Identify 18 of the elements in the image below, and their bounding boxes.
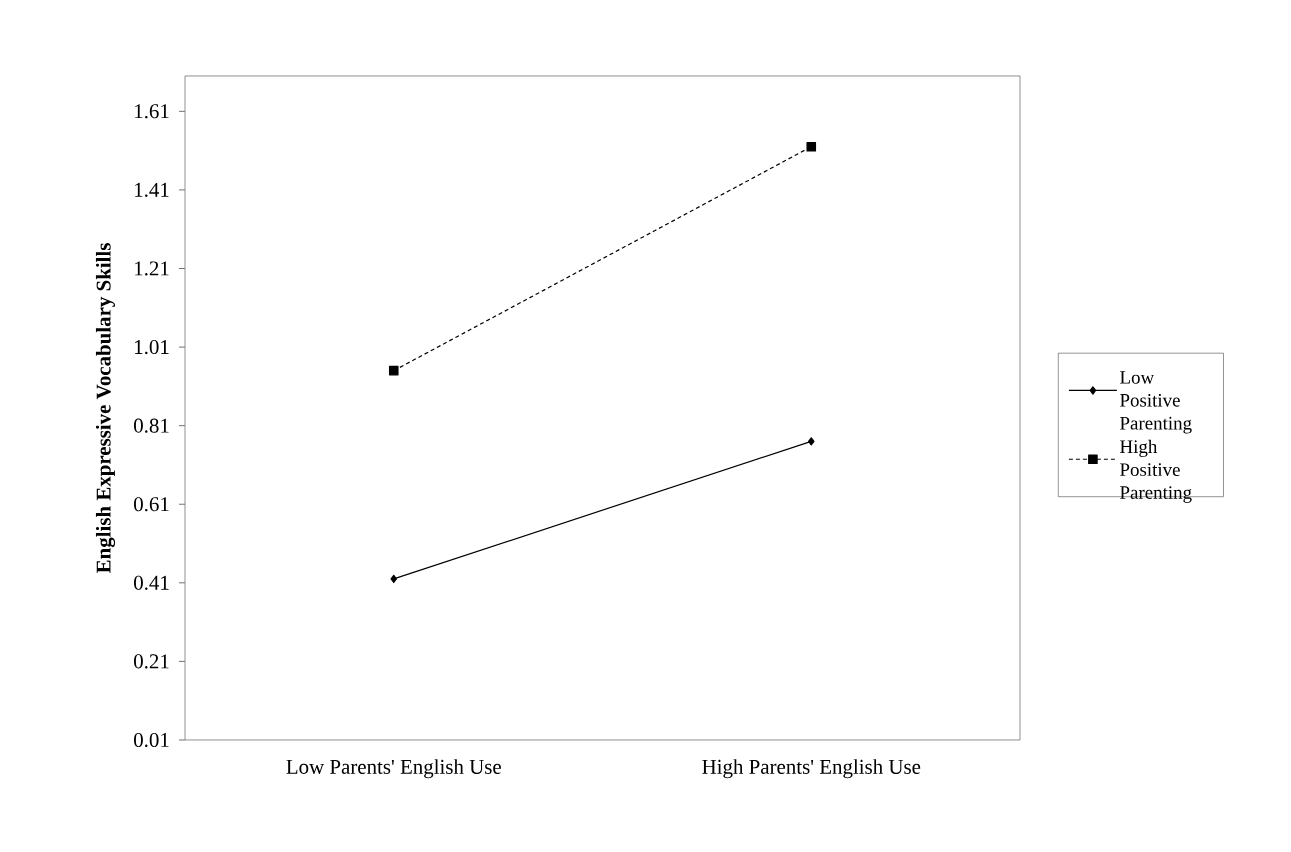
y-tick-label: 0.81	[134, 418, 169, 433]
y-tick-label: 0.41	[134, 575, 169, 590]
legend-label: Low Positive Parenting	[1120, 371, 1192, 434]
y-tick-label: 1.41	[135, 182, 169, 197]
y-tick-label: 0.01	[134, 732, 169, 748]
y-axis-title: English Expressive Vocabulary Skills	[95, 243, 116, 574]
point	[806, 141, 817, 152]
x-tick-label: High Parents' English Use	[702, 759, 921, 779]
y-tick-label: 1.01	[135, 339, 169, 355]
point	[388, 365, 399, 376]
y-tick-label: 1.61	[135, 104, 169, 119]
point	[807, 437, 815, 446]
y-tick-label: 0.61	[134, 497, 169, 512]
point	[390, 574, 398, 584]
legend-label: High Positive Parenting	[1120, 439, 1192, 503]
y-tick-label: 0.21	[134, 654, 169, 669]
x-tick-label: Low Parents' English Use	[286, 759, 501, 779]
y-tick-label: 1.21	[135, 261, 169, 276]
